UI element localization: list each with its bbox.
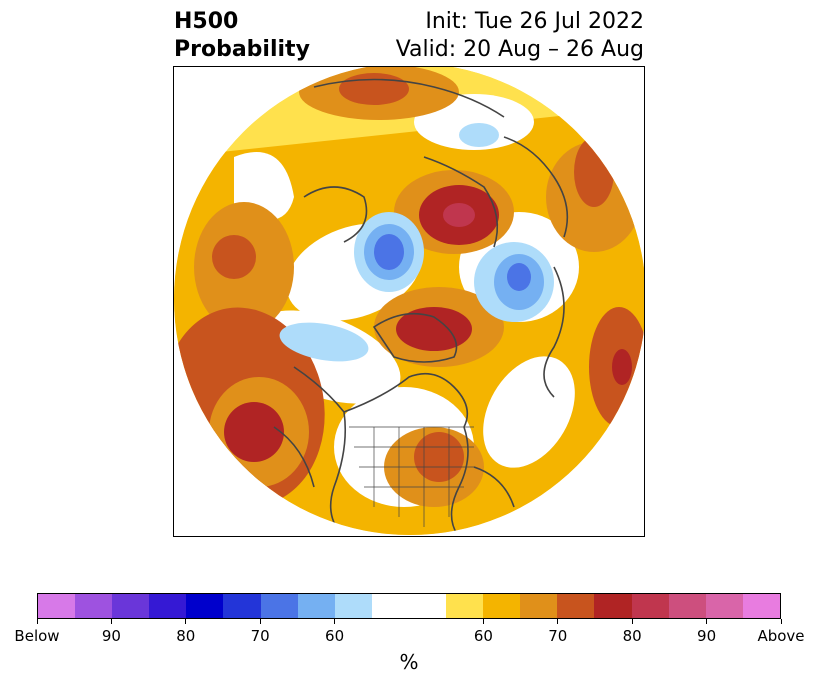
- coastline: [423, 156, 499, 248]
- coastline: [303, 186, 368, 243]
- contour-below-70: [507, 263, 531, 291]
- title-variable: H500: [174, 9, 239, 34]
- colorbar-tick-label: Below: [14, 627, 60, 645]
- colorbar-segment: [446, 594, 484, 618]
- colorbar-tick-mark: [631, 619, 633, 624]
- contour-above-75: [339, 73, 409, 105]
- colorbar-tick-label: 80: [622, 627, 642, 645]
- colorbar-tick-mark: [334, 619, 336, 624]
- colorbar-tick-mark: [557, 619, 559, 624]
- colorbar-segment: [297, 594, 335, 618]
- coastlines: [273, 78, 569, 535]
- coastline: [372, 312, 458, 363]
- colorbar-tick-mark: [482, 619, 484, 624]
- colorbar-unit: %: [399, 650, 419, 674]
- map-title: H500 Probability: [174, 8, 310, 64]
- coastline: [313, 78, 505, 118]
- colorbar-segment: [705, 594, 743, 618]
- forecast-dates: Init: Tue 26 Jul 2022 Valid: 20 Aug – 26…: [396, 8, 644, 64]
- probability-colorbar: [37, 593, 781, 619]
- polar-probability-map: [174, 67, 644, 535]
- colorbar-tick-label: 70: [250, 627, 270, 645]
- colorbar-segment: [186, 594, 224, 618]
- coastline: [293, 366, 347, 535]
- coastline: [343, 372, 469, 428]
- title-quantity: Probability: [174, 37, 310, 62]
- contour-below-70: [374, 234, 404, 270]
- colorbar-tick-label: 80: [176, 627, 196, 645]
- contour-above-80: [224, 402, 284, 462]
- init-date: Init: Tue 26 Jul 2022: [425, 9, 644, 34]
- colorbar-segment: [260, 594, 298, 618]
- probability-contours: [174, 67, 644, 535]
- neutral-region: [483, 356, 575, 468]
- colorbar-tick-label: 90: [101, 627, 121, 645]
- colorbar-tick-mark: [780, 619, 782, 624]
- coastline: [543, 266, 565, 398]
- colorbar-segment: [149, 594, 187, 618]
- colorbar-tick-mark: [110, 619, 112, 624]
- coastline: [273, 426, 315, 488]
- colorbar-segment: [334, 594, 372, 618]
- contour-above-75: [212, 235, 256, 279]
- colorbar-tick-label: 90: [697, 627, 717, 645]
- colorbar-tick-label: 70: [548, 627, 568, 645]
- colorbar-tick-mark: [185, 619, 187, 624]
- colorbar-segment: [668, 594, 706, 618]
- colorbar-tick-mark: [706, 619, 708, 624]
- colorbar-segment: [520, 594, 558, 618]
- colorbar-tick-label: 60: [325, 627, 345, 645]
- valid-range: Valid: 20 Aug – 26 Aug: [395, 37, 644, 62]
- colorbar-tick-mark: [259, 619, 261, 624]
- colorbar-segment: [75, 594, 113, 618]
- contour-above-80: [612, 349, 632, 385]
- contour-above-75: [414, 432, 464, 482]
- colorbar-segment: [557, 594, 595, 618]
- contour-below-60: [279, 322, 369, 362]
- contour-above-80: [396, 307, 472, 351]
- colorbar-tick-label: 60: [473, 627, 493, 645]
- colorbar-tick-label: Above: [757, 627, 805, 645]
- colorbar-segment: [38, 594, 76, 618]
- polar-map-frame: [173, 66, 645, 537]
- colorbar-segment: [112, 594, 150, 618]
- colorbar-segment: [594, 594, 632, 618]
- colorbar-tick-mark: [36, 619, 38, 624]
- colorbar-segment: [631, 594, 669, 618]
- colorbar-segment: [483, 594, 521, 618]
- contour-above-75: [574, 137, 614, 207]
- contour-above-85: [443, 203, 475, 227]
- colorbar-segment: [223, 594, 261, 618]
- colorbar-segment: [371, 594, 447, 618]
- colorbar-segment: [742, 594, 780, 618]
- coastline: [503, 136, 569, 238]
- coastline: [473, 466, 515, 508]
- contour-below-60: [459, 123, 499, 147]
